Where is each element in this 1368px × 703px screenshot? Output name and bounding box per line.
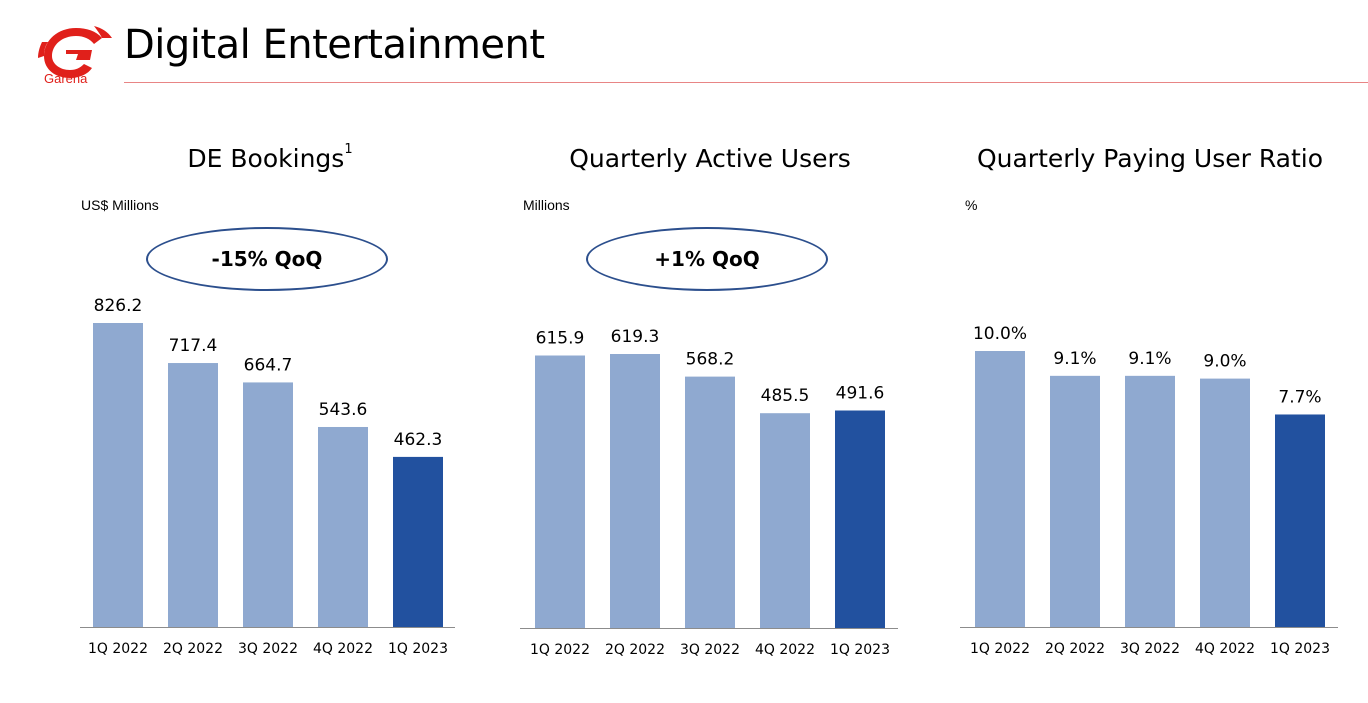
category-label: 4Q 2022	[1195, 641, 1255, 657]
bar-1q-2023	[835, 410, 885, 628]
data-label: 717.4	[169, 336, 218, 356]
chart-title: Quarterly Paying User Ratio	[950, 144, 1350, 173]
page-title: Digital Entertainment	[124, 22, 545, 68]
data-label: 9.1%	[1128, 349, 1171, 369]
category-label: 1Q 2023	[1270, 641, 1330, 657]
bar-4q-2022	[1200, 378, 1250, 627]
data-label: 826.2	[94, 296, 143, 316]
chart-title-text: DE Bookings	[187, 144, 345, 173]
chart-panel-de-bookings: DE Bookings1 US$ Millions -15% QoQ 826.2…	[70, 130, 470, 690]
category-label: 2Q 2022	[605, 642, 665, 658]
data-label: 615.9	[536, 329, 585, 349]
data-label: 7.7%	[1278, 387, 1321, 407]
category-label: 1Q 2022	[970, 641, 1030, 657]
category-label: 1Q 2023	[388, 641, 448, 657]
bar-chart-active-users: 615.9 1Q 2022 619.3 2Q 2022 568.2 3Q 2022 485.…	[520, 327, 898, 658]
bar-1q-2022	[93, 323, 143, 627]
category-label: 1Q 2022	[530, 642, 590, 658]
category-label: 3Q 2022	[680, 642, 740, 658]
data-label: 568.2	[686, 350, 735, 370]
bar-2q-2022	[1050, 375, 1100, 627]
bar-1q-2023	[1275, 414, 1325, 627]
data-label: 485.5	[761, 386, 810, 406]
header-divider	[124, 82, 1368, 83]
bar-4q-2022	[760, 413, 810, 628]
data-label: 9.1%	[1053, 349, 1096, 369]
bar-1q-2023	[393, 456, 443, 627]
bar-3q-2022	[1125, 375, 1175, 627]
garena-logo-icon	[38, 26, 112, 78]
chart-title-text: Quarterly Paying User Ratio	[976, 144, 1324, 173]
data-label: 10.0%	[973, 324, 1027, 344]
category-label: 1Q 2023	[830, 642, 890, 658]
chart-title: DE Bookings1	[70, 142, 470, 173]
data-label: 543.6	[319, 400, 368, 420]
footnote-marker: 1	[344, 142, 353, 157]
category-label: 4Q 2022	[755, 642, 815, 658]
logo-text: Garena	[44, 71, 88, 86]
slide-header: Garena Digital Entertainment	[0, 0, 1368, 90]
bar-2q-2022	[610, 354, 660, 628]
data-label: 491.6	[836, 383, 885, 403]
category-label: 4Q 2022	[313, 641, 373, 657]
bar-4q-2022	[318, 426, 368, 627]
chart-title-text: Quarterly Active Users	[569, 144, 851, 173]
chart-title: Quarterly Active Users	[510, 144, 910, 173]
unit-label: US$ Millions	[81, 197, 159, 213]
qoq-callout: +1% QoQ	[586, 227, 828, 291]
unit-label: Millions	[523, 197, 570, 213]
bar-2q-2022	[168, 363, 218, 627]
chart-panel-paying-ratio: Quarterly Paying User Ratio % 10.0% 1Q 20…	[950, 130, 1350, 690]
bar-1q-2022	[535, 355, 585, 628]
category-label: 2Q 2022	[1045, 641, 1105, 657]
category-label: 3Q 2022	[238, 641, 298, 657]
category-label: 1Q 2022	[88, 641, 148, 657]
bar-chart-de-bookings: 826.2 1Q 2022 717.4 2Q 2022 664.7 3Q 2022 543.…	[80, 296, 455, 657]
data-label: 9.0%	[1203, 352, 1246, 372]
bar-3q-2022	[243, 382, 293, 627]
chart-panel-active-users: Quarterly Active Users Millions +1% QoQ …	[510, 130, 910, 690]
bar-1q-2022	[975, 351, 1025, 627]
bar-chart-paying-ratio: 10.0% 1Q 2022 9.1% 2Q 2022 9.1% 3Q 2022 9.0% 4Q…	[960, 324, 1338, 657]
data-label: 462.3	[394, 430, 443, 450]
bar-3q-2022	[685, 376, 735, 628]
data-label: 664.7	[244, 355, 293, 375]
category-label: 2Q 2022	[163, 641, 223, 657]
qoq-callout: -15% QoQ	[146, 227, 388, 291]
unit-label: %	[965, 197, 978, 213]
category-label: 3Q 2022	[1120, 641, 1180, 657]
data-label: 619.3	[611, 327, 660, 347]
